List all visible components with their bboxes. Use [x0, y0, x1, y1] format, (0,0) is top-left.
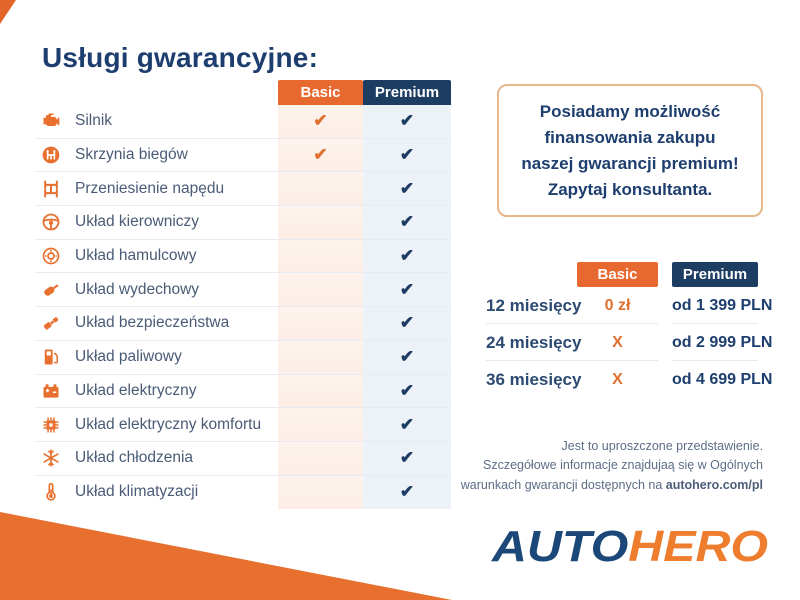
service-label: Silnik: [75, 112, 113, 130]
pricing-premium-header: Premium: [672, 262, 758, 287]
promo-line: naszej gwarancji premium!: [521, 153, 739, 173]
pricing-table: Basic Premium 12 miesięcy 0 zł od 1 399 PL…: [486, 262, 772, 398]
footnote: Jest to uproszczone przedstawienie. Szcz…: [403, 437, 763, 495]
basic-empty-cell: [278, 408, 363, 441]
exhaust-icon: [35, 273, 75, 306]
premium-check-icon: ✔: [363, 172, 451, 206]
service-row: Silnik ✔ ✔: [35, 105, 451, 139]
drivetrain-icon: [35, 172, 75, 205]
service-label: Układ paliwowy: [75, 348, 182, 366]
premium-check-icon: ✔: [363, 307, 451, 340]
page-title: Usługi gwarancyjne:: [42, 42, 319, 73]
pricing-basic-value: X: [612, 370, 623, 388]
service-label: Układ hamulcowy: [75, 247, 197, 265]
basic-empty-cell: [278, 475, 363, 510]
service-row: Układ elektryczny komfortu ✔: [35, 408, 451, 442]
service-label: Układ elektryczny: [75, 381, 197, 399]
engine-icon: [35, 105, 75, 138]
premium-check-icon: ✔: [363, 408, 451, 441]
seatbelt-icon: [35, 307, 75, 340]
basic-empty-cell: [278, 374, 363, 408]
pricing-premium-value: od 1 399 PLN: [672, 296, 773, 314]
battery-icon: [35, 375, 75, 408]
basic-empty-cell: [278, 172, 363, 206]
basic-column-header: Basic: [278, 80, 363, 105]
promo-box: Posiadamy możliwość finansowania zakupu …: [497, 84, 763, 217]
premium-check-icon: ✔: [363, 105, 451, 138]
gearbox-icon: [35, 139, 75, 172]
service-label: Układ chłodzenia: [75, 449, 194, 467]
steering-icon: [35, 206, 75, 239]
premium-check-icon: ✔: [363, 138, 451, 172]
premium-check-icon: ✔: [363, 374, 451, 408]
basic-empty-cell: [278, 307, 363, 340]
basic-empty-cell: [278, 273, 363, 307]
service-label: Układ wydechowy: [75, 280, 200, 298]
premium-check-icon: ✔: [363, 475, 451, 510]
service-label: Układ klimatyzacji: [75, 483, 199, 501]
chip-icon: [35, 408, 75, 441]
premium-check-icon: ✔: [363, 273, 451, 307]
service-row: Przeniesienie napędu ✔: [35, 172, 451, 207]
premium-check-icon: ✔: [363, 206, 451, 239]
service-row: Układ chłodzenia ✔: [35, 441, 451, 476]
service-row: Układ bezpieczeństwa ✔: [35, 307, 451, 341]
service-row: Układ elektryczny ✔: [35, 374, 451, 409]
pricing-period: 12 miesięcy: [486, 295, 582, 315]
premium-column-header: Premium: [363, 80, 451, 105]
services-rows: Silnik ✔ ✔ Skrzynia biegów ✔ ✔ Przeniesienie n…: [35, 105, 451, 510]
basic-empty-cell: [278, 239, 363, 273]
service-row: Układ paliwowy ✔: [35, 340, 451, 375]
promo-line: finansowania zakupu: [544, 127, 716, 147]
service-row: Układ wydechowy ✔: [35, 273, 451, 308]
service-row: Układ klimatyzacji ✔: [35, 475, 451, 510]
logo-hero: HERO: [628, 522, 769, 571]
promo-line: Zapytaj konsultanta.: [547, 179, 713, 199]
pricing-table-header: Basic Premium: [486, 262, 758, 287]
premium-check-icon: ✔: [363, 239, 451, 273]
footnote-line2: Szczegółowe informacje znajdujaą się w O…: [482, 458, 763, 473]
footnote-website: autohero.com/pl: [665, 477, 763, 492]
promo-line: Posiadamy możliwość: [539, 101, 721, 121]
premium-check-icon: ✔: [363, 340, 451, 374]
services-table-header: Basic Premium: [35, 80, 451, 105]
pricing-period: 24 miesięcy: [486, 332, 582, 352]
pricing-premium-value: od 4 699 PLN: [672, 370, 773, 388]
corner-triangle-top-left: [0, 0, 16, 24]
pricing-premium-value: od 2 999 PLN: [672, 333, 773, 351]
service-row: Układ hamulcowy ✔: [35, 239, 451, 274]
premium-check-icon: ✔: [363, 441, 451, 475]
basic-check-icon: ✔: [278, 138, 363, 172]
service-row: Układ kierowniczy ✔: [35, 206, 451, 240]
pricing-period: 36 miesięcy: [486, 369, 582, 389]
corner-triangle-bottom-left: [0, 512, 452, 600]
basic-check-icon: ✔: [278, 105, 363, 138]
logo-auto: AUTO: [492, 522, 629, 571]
service-label: Przeniesienie napędu: [75, 179, 225, 197]
service-row: Skrzynia biegów ✔ ✔: [35, 138, 451, 173]
warranty-services-table: Basic Premium Silnik ✔ ✔ Skrzynia biegów ✔ ✔ P…: [35, 80, 451, 510]
snowflake-icon: [35, 442, 75, 475]
service-label: Układ bezpieczeństwa: [75, 314, 230, 332]
basic-empty-cell: [278, 340, 363, 374]
fuel-icon: [35, 341, 75, 374]
thermometer-icon: [35, 476, 75, 510]
basic-empty-cell: [278, 206, 363, 239]
service-label: Układ elektryczny komfortu: [75, 415, 262, 433]
footnote-line1: Jest to uproszczone przedstawienie.: [561, 439, 764, 453]
pricing-basic-value: 0 zł: [604, 296, 631, 314]
pricing-row: 12 miesięcy 0 zł od 1 399 PLN: [486, 287, 772, 324]
brake-icon: [35, 240, 75, 273]
basic-empty-cell: [278, 441, 363, 475]
pricing-basic-header: Basic: [577, 262, 658, 287]
service-label: Skrzynia biegów: [75, 146, 188, 164]
autohero-logo: AUTOHERO: [492, 522, 768, 572]
service-label: Układ kierowniczy: [75, 213, 200, 231]
pricing-basic-value: X: [612, 333, 623, 351]
footnote-line3: warunkach gwarancji dostępnych na: [460, 477, 666, 492]
